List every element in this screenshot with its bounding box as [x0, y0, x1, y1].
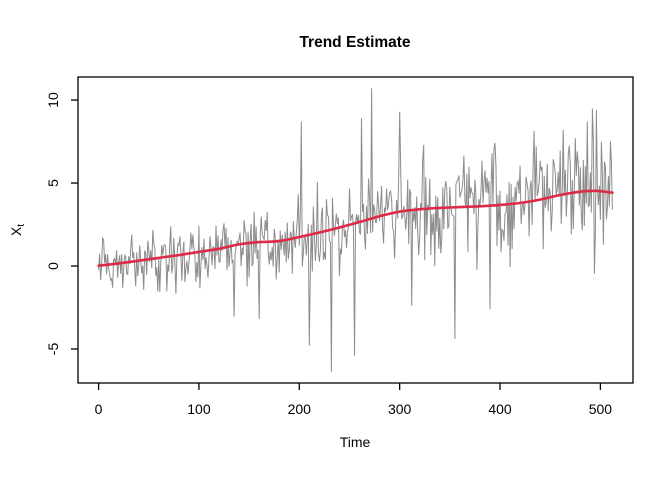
observed-series-line	[98, 88, 613, 372]
x-tick-label: 200	[288, 401, 312, 417]
x-tick-label: 0	[95, 401, 103, 417]
x-axis-ticks: 0 100 200 300 400 500	[95, 383, 613, 417]
y-tick-label: 0	[45, 262, 61, 270]
y-axis-label-subscript: t	[16, 224, 27, 227]
y-tick-label: 10	[45, 92, 61, 108]
y-tick-label: 5	[45, 179, 61, 187]
y-axis-label: Xt	[8, 224, 27, 236]
y-axis-label-main: X	[8, 226, 24, 236]
y-axis-ticks: -5 0 5 10	[45, 92, 78, 355]
plot-box	[77, 76, 634, 384]
x-tick-label: 500	[589, 401, 613, 417]
x-axis-label: Time	[340, 434, 371, 450]
y-tick-label: -5	[45, 343, 61, 356]
x-tick-label: 400	[488, 401, 512, 417]
x-tick-label: 300	[388, 401, 412, 417]
chart-title: Trend Estimate	[299, 34, 410, 51]
x-tick-label: 100	[187, 401, 211, 417]
trend-line	[97, 189, 614, 267]
